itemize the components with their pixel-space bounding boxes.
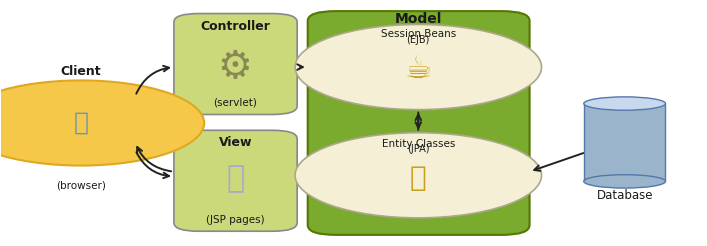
Ellipse shape bbox=[584, 175, 665, 188]
Bar bbox=[584, 104, 665, 181]
Text: (EJB): (EJB) bbox=[407, 35, 430, 45]
Text: 🫙: 🫙 bbox=[410, 164, 426, 192]
Text: Session Beans: Session Beans bbox=[380, 29, 456, 39]
Text: (JPA): (JPA) bbox=[407, 144, 430, 154]
FancyBboxPatch shape bbox=[308, 11, 530, 235]
Text: Database: Database bbox=[597, 189, 653, 202]
Text: Model: Model bbox=[395, 12, 442, 26]
FancyBboxPatch shape bbox=[174, 14, 297, 114]
Text: (JSP pages): (JSP pages) bbox=[206, 215, 264, 225]
Text: Client: Client bbox=[61, 65, 101, 78]
Text: ⚙: ⚙ bbox=[218, 48, 252, 86]
Text: Entity Classes: Entity Classes bbox=[382, 139, 455, 149]
Text: (browser): (browser) bbox=[56, 180, 106, 190]
Text: View: View bbox=[218, 136, 252, 149]
Text: 📄: 📄 bbox=[226, 164, 245, 193]
Text: 🖥: 🖥 bbox=[74, 111, 88, 135]
FancyBboxPatch shape bbox=[174, 130, 297, 231]
Circle shape bbox=[0, 80, 204, 166]
Text: Controller: Controller bbox=[200, 20, 270, 33]
Text: ☕: ☕ bbox=[404, 55, 432, 84]
Circle shape bbox=[295, 133, 542, 218]
Circle shape bbox=[295, 25, 542, 110]
Text: (servlet): (servlet) bbox=[214, 97, 257, 107]
Ellipse shape bbox=[584, 97, 665, 110]
